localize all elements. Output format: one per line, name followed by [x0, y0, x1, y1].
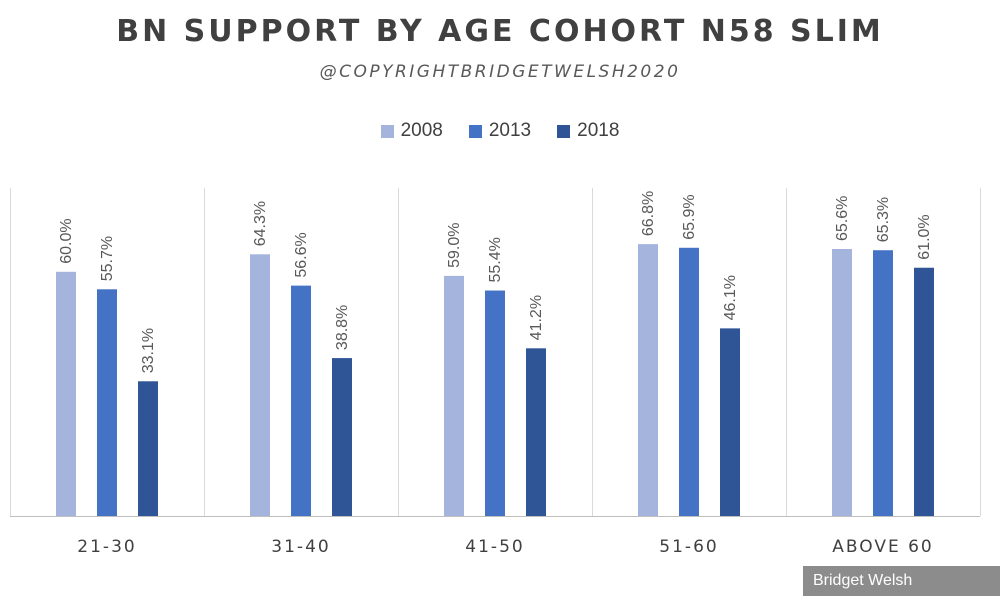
bar-2008-41-50 [444, 275, 464, 516]
chart-subtitle: @COPYRIGHTBRIDGETWELSH2020 [319, 62, 681, 82]
data-label: 61.0% [916, 214, 933, 259]
bar-2018-51-60 [720, 328, 740, 516]
data-label: 46.1% [722, 275, 739, 320]
data-label: 65.9% [681, 194, 698, 239]
legend-item-2018: 2018 [557, 120, 619, 142]
bar-2018-above-60 [914, 267, 934, 516]
bar-2008-21-30 [56, 271, 76, 516]
bar-2013-51-60 [679, 247, 699, 517]
data-label: 60.0% [58, 218, 75, 263]
data-label: 41.2% [528, 295, 545, 340]
legend-swatch [380, 124, 394, 138]
bar-2008-above-60 [832, 249, 852, 516]
bar-2013-41-50 [485, 290, 505, 516]
data-label: 65.3% [875, 197, 892, 242]
legend-label: 2013 [488, 120, 532, 141]
x-tick-label: 51-60 [659, 537, 718, 557]
legend: 2008 2013 2018 [0, 120, 1000, 142]
data-label: 65.6% [834, 196, 851, 241]
bar-2018-41-50 [526, 348, 546, 516]
chart-title: BN SUPPORT BY AGE COHORT N58 SLIM [116, 14, 884, 49]
bar-2008-31-40 [250, 254, 270, 516]
x-tick-label: 41-50 [465, 537, 524, 557]
data-label: 64.3% [252, 201, 269, 246]
data-label: 33.1% [140, 328, 157, 373]
legend-item-2013: 2013 [468, 120, 532, 142]
bar-2008-51-60 [638, 244, 658, 516]
bar-2013-above-60 [873, 250, 893, 516]
x-tick-label: 21-30 [77, 537, 136, 557]
x-tick-label: 31-40 [271, 537, 330, 557]
data-label: 55.7% [99, 236, 116, 281]
legend-label: 2008 [400, 120, 443, 141]
data-label: 66.8% [640, 191, 657, 236]
legend-swatch [468, 124, 482, 138]
bar-2018-31-40 [332, 358, 352, 516]
data-label: 59.0% [446, 222, 463, 267]
credit-label: Bridget Welsh [803, 566, 1000, 596]
legend-swatch [557, 124, 571, 138]
data-label: 55.4% [487, 237, 504, 282]
legend-item-2008: 2008 [380, 120, 443, 142]
bar-2013-31-40 [291, 285, 311, 516]
bar-2013-21-30 [97, 289, 117, 516]
x-tick-label: ABOVE 60 [832, 537, 933, 557]
bar-2018-21-30 [138, 381, 158, 516]
legend-label: 2018 [577, 120, 620, 141]
data-label: 56.6% [293, 232, 310, 277]
data-label: 38.8% [334, 305, 351, 350]
